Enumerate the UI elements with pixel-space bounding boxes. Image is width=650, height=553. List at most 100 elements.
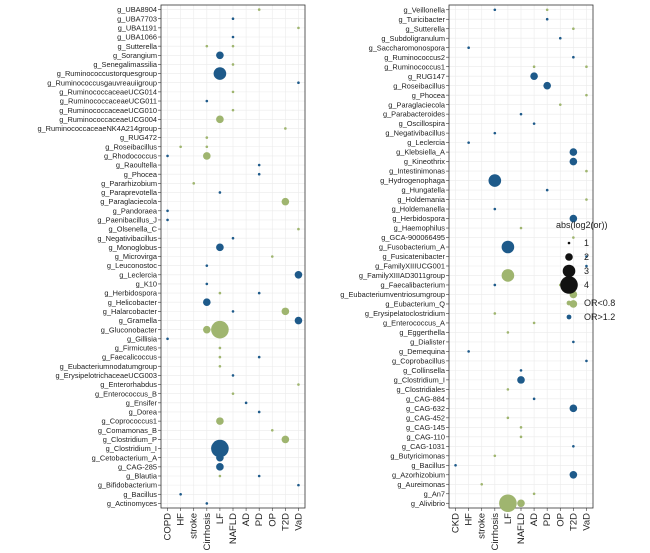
data-point	[572, 55, 575, 59]
data-point	[532, 122, 536, 125]
y-tick-label: g_Klebsiella_A	[396, 148, 445, 157]
x-tick-label: T2D	[568, 513, 579, 531]
data-point	[517, 499, 525, 508]
data-point	[297, 383, 300, 386]
x-tick-label: NAFLD	[228, 513, 239, 544]
y-tick-label: g_Firmicutes	[115, 344, 158, 353]
x-tick-label: NAFLD	[516, 513, 527, 544]
x-tick-label: OP	[267, 513, 278, 527]
y-tick-label: g_RuminococcaceaeUCG004	[59, 115, 157, 124]
y-tick-label: g_Senegalimassilia	[93, 60, 158, 69]
legend-size-label: 2	[584, 252, 589, 262]
y-tick-label: g_Blautia	[126, 472, 158, 481]
y-tick-label: g_Hydrogenophaga	[380, 176, 446, 185]
data-point	[179, 145, 182, 149]
data-point	[231, 374, 235, 377]
data-point	[585, 359, 588, 363]
y-tick-label: g_Pandoraea	[113, 206, 158, 215]
panel-left: g_UBA8904g_UBA7703g_UBA1191g_UBA1066g_Su…	[37, 4, 306, 551]
data-point	[569, 157, 578, 166]
y-tick-label: g_Bifidobacterium	[98, 481, 157, 490]
data-point	[257, 291, 261, 295]
data-point	[284, 127, 287, 130]
y-tick-label: g_Eubacteriumventriosumgroup	[340, 290, 445, 299]
y-tick-label: g_Ruminococcus1	[384, 62, 445, 71]
y-tick-label: g_FamilyXIIIUCG001	[375, 262, 445, 271]
data-point	[532, 65, 536, 68]
data-point	[179, 492, 182, 496]
data-point	[205, 145, 209, 149]
y-tick-label: g_Intestinimonas	[389, 167, 445, 176]
data-point	[517, 376, 525, 384]
y-tick-label: g_Subdoligranulum	[381, 34, 445, 43]
data-point	[218, 355, 222, 359]
data-point	[203, 298, 211, 307]
data-point	[501, 269, 515, 282]
legend-size-dot	[560, 276, 578, 294]
data-point	[216, 463, 224, 471]
data-point	[205, 502, 209, 505]
data-point	[270, 428, 274, 432]
data-point	[257, 410, 261, 414]
y-tick-label: g_Sutterella	[118, 42, 158, 51]
legend-size-title: abs(log2(or))	[556, 220, 608, 230]
y-tick-label: g_CAG-1031	[402, 442, 445, 451]
data-point	[294, 270, 303, 279]
y-tick-label: g_Coprococcus1	[102, 417, 157, 426]
legend-size-dot	[565, 253, 573, 261]
y-tick-label: g_GCA-900066495	[381, 233, 445, 242]
data-point	[569, 148, 578, 156]
y-tick-label: g_Fusicatenibacter	[383, 252, 446, 261]
x-tick-label: PD	[254, 513, 265, 526]
data-point	[532, 492, 536, 496]
data-point	[192, 182, 196, 185]
x-tick-label: PD	[542, 513, 553, 526]
data-point	[213, 67, 227, 80]
data-point	[205, 44, 209, 48]
legend-size-label: 3	[584, 266, 589, 276]
data-point	[519, 435, 523, 439]
data-point	[166, 209, 169, 213]
data-point	[257, 355, 261, 359]
y-tick-label: g_Enterococcus_A	[383, 319, 445, 328]
data-point	[297, 227, 300, 231]
data-point	[216, 115, 224, 124]
y-tick-label: g_Clostridium_I	[106, 444, 157, 453]
x-tick-label: COPD	[163, 513, 174, 541]
data-point	[231, 108, 235, 112]
legend-color-label: OR<0.8	[584, 298, 615, 308]
data-point	[519, 426, 523, 429]
legend-color-items: OR<0.8 OR>1.2	[566, 298, 615, 322]
x-tick-label: CKD	[451, 513, 462, 533]
legend-color-dot	[566, 300, 572, 306]
data-point	[572, 340, 575, 344]
data-point	[506, 331, 510, 334]
y-tick-label: g_Butyricimonas	[390, 451, 445, 460]
data-point	[231, 63, 235, 66]
y-tick-label: g_Pararhizobium	[101, 179, 157, 188]
x-tick-label: AD	[529, 513, 540, 526]
y-tick-label: g_CAG-632	[406, 404, 445, 413]
data-point	[558, 36, 562, 40]
data-point	[203, 325, 211, 334]
data-point	[297, 26, 300, 30]
y-tick-label: g_Oscillospira	[399, 119, 446, 128]
data-point	[569, 470, 578, 479]
x-tick-label: AD	[241, 513, 252, 526]
data-point	[231, 44, 235, 48]
y-tick-label: g_Ruminococcustorquesgroup	[57, 69, 157, 78]
y-tick-label: g_Rhodococcus	[104, 152, 157, 161]
x-tick-label: stroke	[477, 513, 488, 539]
y-tick-label: g_CAG-285	[118, 462, 157, 471]
y-tick-label: g_K10	[136, 280, 157, 289]
y-tick-label: g_An7	[424, 489, 445, 498]
data-point	[543, 81, 551, 90]
data-point	[454, 463, 457, 467]
data-point	[270, 255, 274, 258]
data-point	[585, 264, 588, 268]
legend-size-items: 1 2 3 4	[560, 238, 589, 294]
y-tick-label: g_UBA1191	[118, 23, 157, 32]
x-tick-label: Cirrhosis	[202, 513, 213, 551]
y-tick-label: g_Monoglobus	[109, 243, 158, 252]
data-point	[257, 172, 261, 176]
